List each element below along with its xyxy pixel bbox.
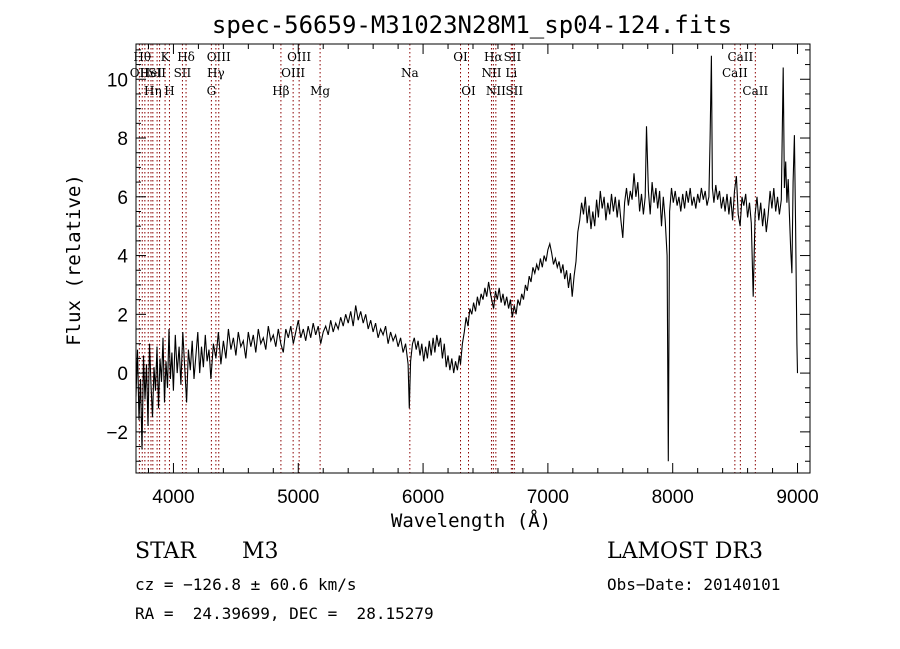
line-label: HeI [140,66,163,80]
line-label: CaII [722,66,748,80]
line-label: K [161,50,171,64]
x-axis-label: Wavelength (Å) [391,509,551,532]
line-label: OIII [287,50,311,64]
line-label: Hθ [133,50,151,64]
y-tick-label: −2 [106,423,128,444]
y-axis-label: Flux (relative) [63,174,85,346]
line-label: NII [481,66,501,80]
line-label: Hα [484,50,503,64]
spectral-subclass: M3 [242,539,279,564]
flux-line [135,55,799,462]
line-label: OI [453,50,468,64]
object-class: STAR [135,539,196,564]
line-label: SII [505,84,523,98]
x-tick-label: 9000 [776,487,818,508]
line-label: OIII [207,50,231,64]
line-label: Hδ [177,50,195,64]
line-label: Li [505,66,517,80]
line-label: SII [148,66,166,80]
line-label: CaII [727,50,753,64]
y-tick-label: 6 [117,188,128,209]
plot-frame [135,43,811,474]
line-label: OIII [281,66,305,80]
line-label: Mg [310,84,330,98]
axis-tick-labels: 4000 5000 6000 7000 8000 9000 −2 0 2 4 6 8 10 [106,70,818,508]
line-label: OI [461,84,476,98]
axis-ticks [136,44,810,473]
x-tick-label: 5000 [277,487,319,508]
y-tick-label: 10 [107,70,128,91]
observation-date: Obs−Date: 20140101 [607,575,781,594]
survey-name: LAMOST DR3 [607,539,763,564]
y-tick-label: 2 [117,305,128,326]
line-label: Hη [144,84,162,98]
radial-velocity: cz = −126.8 ± 60.6 km/s [135,575,357,594]
line-labels: OIIHθHeIHηSIIKHSIIHδGHγOIIIHβOIIIOIIIMgN… [130,50,769,98]
coordinates: RA = 24.39699, DEC = 28.15279 [135,604,434,623]
line-label: SII [504,50,522,64]
chart-title: spec-56659-M31023N28M1_sp04-124.fits [212,11,732,39]
line-label: SII [174,66,192,80]
x-tick-label: 6000 [402,487,444,508]
y-tick-label: 0 [117,364,128,385]
line-label: G [207,84,217,98]
line-label: NII [486,84,506,98]
line-markers [138,44,756,473]
line-label: Hβ [272,84,289,98]
x-tick-label: 4000 [152,487,194,508]
line-label: CaII [742,84,768,98]
y-tick-label: 8 [117,129,128,150]
y-tick-label: 4 [117,247,128,268]
line-label: Hγ [207,66,225,80]
x-tick-label: 8000 [652,487,694,508]
x-tick-label: 7000 [527,487,569,508]
line-label: Na [401,66,419,80]
line-label: OII [130,66,150,80]
line-label: H [164,84,174,98]
